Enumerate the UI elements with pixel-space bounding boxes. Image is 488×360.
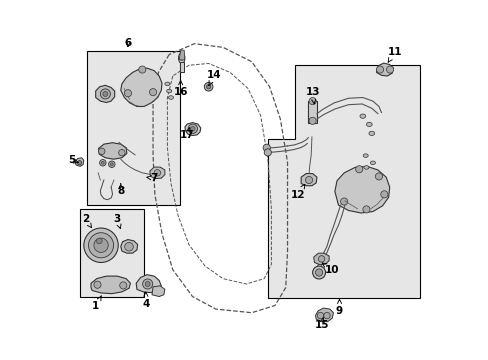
Circle shape (94, 281, 101, 288)
Text: 3: 3 (113, 215, 121, 229)
Circle shape (110, 163, 113, 166)
Ellipse shape (166, 89, 171, 93)
Polygon shape (301, 174, 316, 186)
Circle shape (139, 66, 145, 73)
Circle shape (318, 256, 324, 262)
Ellipse shape (369, 161, 375, 165)
Circle shape (100, 159, 106, 166)
Text: 9: 9 (335, 300, 343, 316)
Circle shape (305, 176, 312, 184)
Circle shape (190, 127, 195, 131)
Text: 5: 5 (68, 155, 78, 165)
Polygon shape (376, 63, 392, 76)
Circle shape (120, 282, 126, 289)
Polygon shape (334, 166, 389, 213)
Polygon shape (96, 85, 115, 103)
Polygon shape (75, 158, 83, 166)
Text: 8: 8 (117, 184, 124, 197)
Circle shape (355, 166, 362, 173)
Text: 2: 2 (82, 215, 91, 228)
Polygon shape (315, 308, 333, 321)
Polygon shape (184, 123, 201, 135)
Circle shape (99, 148, 105, 154)
Bar (308, 101, 316, 123)
Ellipse shape (164, 82, 169, 86)
Circle shape (188, 124, 197, 134)
Text: 1: 1 (92, 296, 101, 311)
Circle shape (308, 117, 316, 125)
Circle shape (206, 85, 210, 89)
Bar (180, 62, 183, 72)
Circle shape (102, 91, 108, 96)
Circle shape (83, 228, 118, 262)
Text: 16: 16 (173, 81, 187, 97)
Polygon shape (267, 65, 419, 298)
Circle shape (108, 161, 115, 167)
Polygon shape (99, 143, 126, 159)
Polygon shape (313, 253, 328, 265)
Circle shape (94, 238, 108, 252)
Circle shape (380, 191, 387, 198)
Ellipse shape (359, 114, 365, 118)
Bar (80, 209, 144, 297)
Circle shape (145, 282, 150, 287)
Polygon shape (149, 167, 164, 179)
Circle shape (77, 161, 81, 165)
Ellipse shape (366, 122, 371, 127)
Circle shape (124, 90, 131, 97)
Bar (86, 51, 180, 205)
Text: 12: 12 (290, 184, 305, 200)
Text: 17: 17 (180, 127, 194, 140)
Ellipse shape (363, 166, 368, 169)
Circle shape (88, 233, 113, 258)
Circle shape (323, 312, 329, 319)
Polygon shape (179, 50, 184, 60)
Text: 10: 10 (322, 263, 339, 275)
Polygon shape (121, 239, 137, 253)
Circle shape (362, 206, 369, 213)
Ellipse shape (178, 53, 184, 63)
Polygon shape (152, 286, 164, 297)
Circle shape (124, 242, 133, 251)
Circle shape (179, 56, 183, 60)
Circle shape (340, 198, 347, 205)
Circle shape (375, 173, 382, 180)
Polygon shape (136, 275, 161, 293)
Circle shape (263, 144, 270, 151)
Circle shape (142, 279, 152, 289)
Circle shape (101, 161, 104, 164)
Circle shape (119, 149, 125, 156)
Circle shape (100, 89, 110, 99)
Circle shape (386, 66, 393, 73)
Text: 6: 6 (124, 38, 131, 48)
Text: 13: 13 (305, 87, 319, 104)
Text: 4: 4 (142, 292, 149, 309)
Circle shape (308, 98, 316, 105)
Circle shape (315, 269, 322, 276)
Text: 15: 15 (314, 318, 328, 330)
Ellipse shape (368, 131, 374, 135)
Text: 14: 14 (206, 70, 221, 86)
Ellipse shape (168, 96, 173, 99)
Polygon shape (91, 276, 130, 294)
Circle shape (376, 66, 383, 73)
Circle shape (154, 170, 160, 176)
Circle shape (204, 82, 212, 91)
Circle shape (149, 89, 156, 96)
Circle shape (317, 312, 323, 319)
Circle shape (312, 266, 325, 279)
Circle shape (264, 149, 271, 156)
Polygon shape (121, 68, 162, 107)
Text: 11: 11 (387, 46, 402, 62)
Circle shape (96, 238, 102, 244)
Text: 7: 7 (146, 173, 158, 183)
Ellipse shape (363, 154, 367, 157)
